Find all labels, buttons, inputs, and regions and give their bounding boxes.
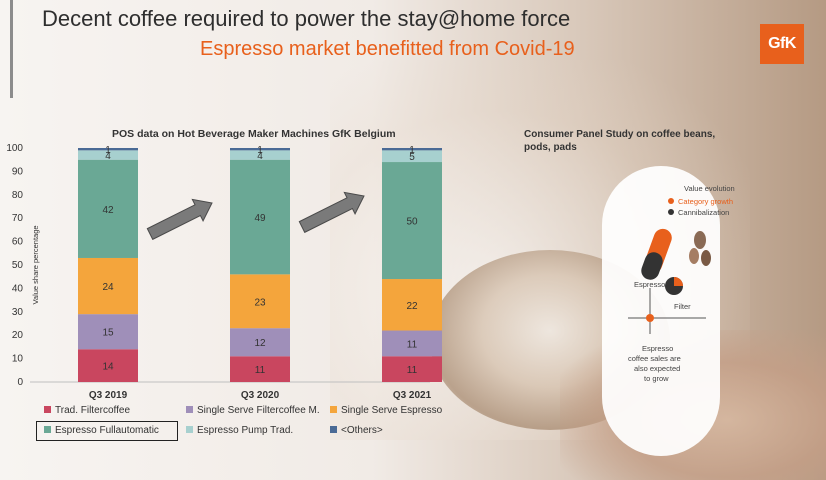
y-tick-label: 0 xyxy=(17,377,23,388)
legend-label: <Others> xyxy=(341,425,383,436)
bar-segment xyxy=(230,274,290,329)
y-tick-label: 10 xyxy=(12,354,24,365)
filter-label: Filter xyxy=(674,302,691,311)
espresso-label: Espresso xyxy=(634,280,666,289)
data-label: 49 xyxy=(254,213,266,224)
cannibalization-label: Cannibalization xyxy=(678,208,730,217)
bar-segment xyxy=(382,356,442,382)
bar-segment xyxy=(78,150,138,160)
note-line-4: to grow xyxy=(644,374,669,383)
y-tick-label: 70 xyxy=(12,213,24,224)
value-evolution-label: Value evolution xyxy=(684,184,735,193)
page-title: Decent coffee required to power the stay… xyxy=(42,6,571,31)
bar-segment xyxy=(230,150,290,160)
legend-swatch xyxy=(330,406,337,413)
data-label: 15 xyxy=(102,328,114,339)
y-tick-label: 50 xyxy=(12,260,24,271)
legend-item: Single Serve Espresso xyxy=(330,405,442,416)
category-label: Q3 2020 xyxy=(241,390,280,401)
y-tick-label: 80 xyxy=(12,190,24,201)
data-label: 4 xyxy=(105,151,111,162)
legend-swatch xyxy=(44,406,51,413)
left-accent-bar xyxy=(10,0,13,98)
category-growth-label: Category growth xyxy=(678,197,734,206)
panel-title: Consumer Panel Study on coffee beans, po… xyxy=(524,129,716,153)
chart-title: POS data on Hot Beverage Maker Machines … xyxy=(112,128,396,140)
bar-segment xyxy=(78,159,138,258)
bar-segment xyxy=(382,330,442,357)
espresso-filter-illustration xyxy=(628,228,711,334)
bar-segment xyxy=(382,279,442,331)
bar-segment xyxy=(382,162,442,280)
bar-segment xyxy=(230,148,290,151)
bar-segment xyxy=(230,356,290,382)
page-subtitle: Espresso market benefitted from Covid-19 xyxy=(200,38,575,60)
data-label: 24 xyxy=(102,282,114,293)
legend-swatch xyxy=(44,426,51,433)
legend-swatch xyxy=(186,406,193,413)
bar-segment xyxy=(382,148,442,151)
data-label: 12 xyxy=(254,338,266,349)
legend-item: <Others> xyxy=(330,425,383,436)
data-label: 14 xyxy=(102,362,114,373)
bar-segment xyxy=(78,314,138,350)
legend-label: Espresso Pump Trad. xyxy=(197,425,294,436)
data-label: 11 xyxy=(255,365,266,376)
y-tick-label: 30 xyxy=(12,307,24,318)
y-axis-label: Value share percentage xyxy=(31,225,40,304)
legend-item: Espresso Pump Trad. xyxy=(186,425,293,436)
trend-arrow xyxy=(298,191,365,234)
legend-label: Single Serve Filtercoffee M. xyxy=(197,405,320,416)
bar-segment xyxy=(78,349,138,382)
legend-swatch xyxy=(186,426,193,433)
data-label: 11 xyxy=(407,339,418,350)
data-label: 23 xyxy=(254,297,266,308)
cannibalization-dot xyxy=(668,209,674,215)
data-label: 1 xyxy=(409,145,415,156)
y-tick-label: 90 xyxy=(12,166,24,177)
category-growth-dot xyxy=(668,198,674,204)
bar-segment xyxy=(78,257,138,315)
data-label: 1 xyxy=(105,145,111,156)
note-line-3: also expected xyxy=(634,364,681,373)
y-tick-label: 100 xyxy=(6,143,23,154)
data-label: 1 xyxy=(257,145,263,156)
legend-label: Single Serve Espresso xyxy=(341,405,443,416)
note-line-1: Espresso xyxy=(642,344,674,353)
legend-item: Trad. Filtercoffee xyxy=(44,405,130,416)
bar-segment xyxy=(230,159,290,275)
y-tick-label: 20 xyxy=(12,330,24,341)
y-tick-label: 60 xyxy=(12,237,24,248)
legend-label: Trad. Filtercoffee xyxy=(55,405,131,416)
category-label: Q3 2019 xyxy=(89,390,128,401)
data-label: 50 xyxy=(406,217,418,228)
y-tick-label: 40 xyxy=(12,283,24,294)
stacked-bar-chart: 0 10 20 30 40 50 60 70 80 90 100 Value share percen… xyxy=(6,143,442,401)
bar-segment xyxy=(78,148,138,151)
gfk-logo: GfK xyxy=(760,24,804,64)
legend-item: Espresso Fullautomatic xyxy=(44,425,159,436)
trend-arrow xyxy=(146,198,213,241)
data-label: 11 xyxy=(407,365,418,376)
legend-item: Single Serve Filtercoffee M. xyxy=(186,405,320,416)
data-label: 4 xyxy=(257,151,263,162)
bar-segment xyxy=(382,150,442,163)
category-label: Q3 2021 xyxy=(393,390,432,401)
bar-segment xyxy=(230,328,290,357)
data-label: 42 xyxy=(102,205,114,216)
legend-label: Espresso Fullautomatic xyxy=(55,425,159,436)
legend-swatch xyxy=(330,426,337,433)
data-label: 5 xyxy=(409,152,415,163)
note-line-2: coffee sales are xyxy=(628,354,681,363)
data-label: 22 xyxy=(406,301,418,312)
legend-highlight-box xyxy=(36,421,178,441)
value-evolution-pill: Value evolution Category growth Cannibal… xyxy=(602,166,735,456)
